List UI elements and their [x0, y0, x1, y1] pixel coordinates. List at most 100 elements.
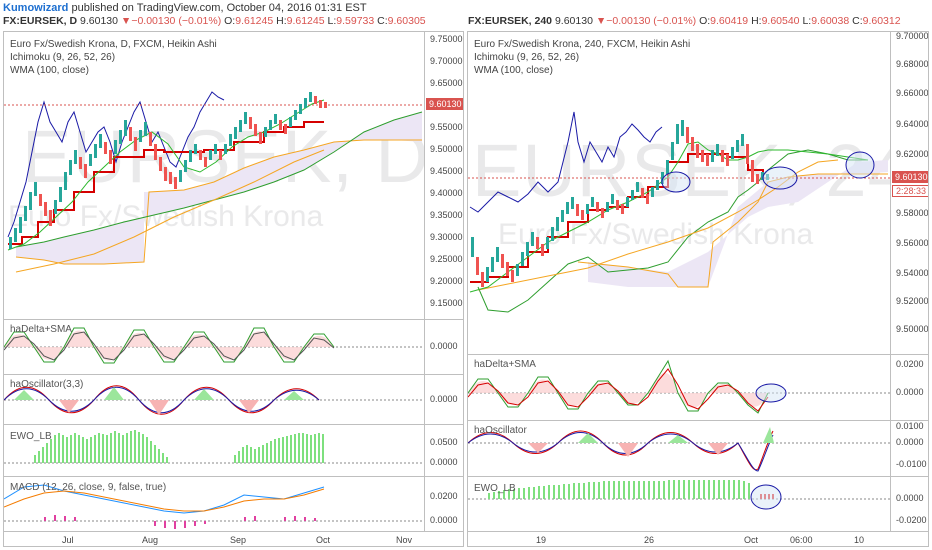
left-last-price: 9.60130 [80, 15, 118, 27]
left-ewo-axis: 0.0500 0.0000 [424, 425, 463, 477]
price-tick: 9.75000 [430, 34, 463, 44]
left-symbol[interactable]: FX:EURSEK, D [3, 15, 78, 27]
right-price-pane[interactable]: EURSEK, 240 Euro Fx/Swedish Krona [468, 32, 890, 354]
price-tick: 9.70000 [896, 31, 929, 41]
right-hadelta-label[interactable]: haDelta+SMA [474, 359, 536, 370]
left-macd-pane[interactable]: MACD (12, 26, close, 9, false, true) 0.0… [4, 476, 463, 532]
hadelta-tick: 0.0200 [896, 359, 924, 369]
left-wma-label[interactable]: WMA (100, close) [10, 65, 89, 76]
annotation-circle [845, 151, 875, 179]
senkou-span-a [477, 149, 868, 313]
left-price-plot [4, 91, 424, 273]
price-tick: 9.40000 [430, 188, 463, 198]
left-symbol-info: FX:EURSEK, D 9.60130 ▼−0.00130 (−0.01%) … [3, 15, 426, 27]
right-price-axis[interactable]: 9.70000 9.68000 9.66000 9.64000 9.62000 … [890, 31, 929, 354]
hadelta-tick: 0.0000 [896, 387, 924, 397]
right-price-plot [468, 111, 890, 313]
senkou-span-b [577, 173, 888, 288]
kijun-line [7, 99, 325, 251]
left-haosc-pane[interactable]: haOscillator(3,3) 0.0000 [4, 374, 463, 425]
price-tick: 9.52000 [896, 296, 929, 306]
close-key: C: [377, 15, 388, 27]
price-tick: 9.70000 [430, 56, 463, 66]
ewo-tick: 0.0000 [430, 457, 458, 467]
wma-line [15, 149, 325, 273]
down-arrow-icon: ▼ [120, 15, 132, 27]
price-tick: 9.58000 [896, 208, 929, 218]
ewo-bars [488, 480, 750, 499]
macd-tick: 0.0000 [430, 515, 458, 525]
time-tick: Nov [396, 535, 413, 545]
time-tick: Oct [744, 535, 759, 545]
hadelta-tick: 0.0000 [430, 341, 458, 351]
author-link[interactable]: Kumowizard [3, 2, 69, 14]
left-price-pane[interactable]: EURSEK, D Euro Fx/Swedish Krona [4, 32, 424, 319]
right-chart[interactable]: EURSEK, 240 Euro Fx/Swedish Krona [467, 31, 929, 547]
price-tick: 9.66000 [896, 88, 929, 98]
right-chart-legend: Euro Fx/Swedish Krona, 240, FXCM, Heikin… [474, 38, 690, 77]
right-wma-label[interactable]: WMA (100, close) [474, 65, 553, 76]
annotation-circle [755, 383, 787, 403]
down-arrow-icon: ▼ [595, 15, 607, 27]
left-ewo-label[interactable]: EWO_LB [10, 431, 52, 442]
open-key: O: [699, 15, 711, 27]
price-tick: 9.54000 [896, 268, 929, 278]
haosc-tick: -0.0100 [896, 459, 927, 469]
right-haosc-pane[interactable]: haOscillator 0.0100 0.0000 -0.0100 [468, 420, 928, 477]
left-ichimoku-label[interactable]: Ichimoku (9, 26, 52, 26) [10, 52, 116, 63]
left-ewo-pane[interactable]: EWO_LB 0.0500 0.0000 [4, 424, 463, 477]
heikin-ashi-candles [471, 120, 769, 287]
annotation-circle [750, 484, 782, 510]
right-time-axis[interactable]: 19 26 Oct 06:00 10 [468, 531, 928, 546]
price-tick: 9.50000 [430, 144, 463, 154]
left-low: 9.59733 [336, 15, 375, 27]
left-hadelta-plot [4, 327, 424, 364]
time-tick: Aug [142, 535, 159, 545]
left-haosc-label[interactable]: haOscillator(3,3) [10, 379, 84, 390]
macd-histogram [44, 515, 316, 529]
ewo-tick: -0.0200 [896, 515, 927, 525]
chikou-line [469, 111, 663, 213]
left-series-title[interactable]: Euro Fx/Swedish Krona, D, FXCM, Heikin A… [10, 39, 217, 50]
right-hadelta-pane[interactable]: haDelta+SMA 0.0200 0.0000 [468, 354, 928, 421]
annotation-circle [661, 171, 691, 193]
left-macd-axis: 0.0200 0.0000 [424, 477, 463, 532]
ewo-bars [34, 430, 324, 463]
right-high: 9.60540 [761, 15, 800, 27]
right-hadelta-plot [468, 359, 890, 414]
right-ewo-axis: 0.0000 -0.0200 [890, 477, 928, 532]
left-chart[interactable]: EURSEK, D Euro Fx/Swedish Krona [3, 31, 464, 547]
right-symbol[interactable]: FX:EURSEK, 240 [468, 15, 553, 27]
price-tick: 9.64000 [896, 119, 929, 129]
price-tick: 9.50000 [896, 324, 929, 334]
left-hadelta-pane[interactable]: haDelta+SMA 0.0000 [4, 319, 463, 375]
right-haosc-axis: 0.0100 0.0000 -0.0100 [890, 421, 928, 477]
price-tick: 9.15000 [430, 298, 463, 308]
time-tick: 10 [854, 535, 865, 545]
left-haosc-axis: 0.0000 [424, 375, 463, 425]
right-haosc-plot [468, 427, 890, 472]
left-time-axis[interactable]: Jul Aug Sep Oct Nov [4, 531, 463, 546]
right-haosc-label[interactable]: haOscillator [474, 425, 527, 436]
last-price-tag: 9.60130 [892, 171, 928, 183]
price-tick: 9.55000 [430, 122, 463, 132]
price-tick: 9.65000 [430, 78, 463, 88]
bar-countdown: 2:28:33 [892, 185, 928, 197]
time-tick: 26 [644, 535, 655, 545]
right-series-title[interactable]: Euro Fx/Swedish Krona, 240, FXCM, Heikin… [474, 39, 691, 50]
left-macd-label[interactable]: MACD (12, 26, close, 9, false, true) [10, 482, 167, 493]
time-tick: 19 [536, 535, 547, 545]
close-key: C: [852, 15, 863, 27]
right-ewo-label[interactable]: EWO_LB [474, 483, 516, 494]
price-tick: 9.30000 [430, 232, 463, 242]
left-price-axis[interactable]: 9.75000 9.70000 9.65000 9.55000 9.50000 … [424, 32, 463, 319]
right-ichimoku-label[interactable]: Ichimoku (9, 26, 52, 26) [474, 52, 580, 63]
left-open: 9.61245 [235, 15, 274, 27]
heikin-ashi-candles [9, 92, 327, 249]
left-high: 9.61245 [286, 15, 325, 27]
left-hadelta-axis: 0.0000 [424, 320, 463, 375]
ewo-tick: 0.0000 [896, 493, 924, 503]
haosc-tick: 0.0000 [896, 437, 924, 447]
left-hadelta-label[interactable]: haDelta+SMA [10, 324, 72, 335]
right-ewo-pane[interactable]: EWO_LB 0.0000 -0.0200 [468, 476, 928, 532]
